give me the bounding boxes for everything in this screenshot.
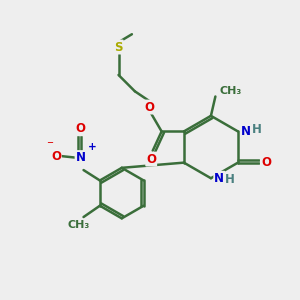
- Text: N: N: [241, 125, 251, 138]
- Text: S: S: [114, 40, 123, 53]
- Text: ⁻: ⁻: [46, 140, 53, 153]
- Text: +: +: [88, 142, 97, 152]
- Text: CH₃: CH₃: [220, 86, 242, 96]
- Text: CH₃: CH₃: [68, 220, 90, 230]
- Text: N: N: [214, 172, 224, 185]
- Text: O: O: [145, 100, 155, 114]
- Text: N: N: [76, 151, 85, 164]
- Text: O: O: [261, 156, 271, 169]
- Text: O: O: [76, 122, 85, 135]
- Text: O: O: [146, 153, 156, 166]
- Text: H: H: [224, 173, 234, 186]
- Text: H: H: [251, 123, 261, 136]
- Text: O: O: [51, 150, 61, 163]
